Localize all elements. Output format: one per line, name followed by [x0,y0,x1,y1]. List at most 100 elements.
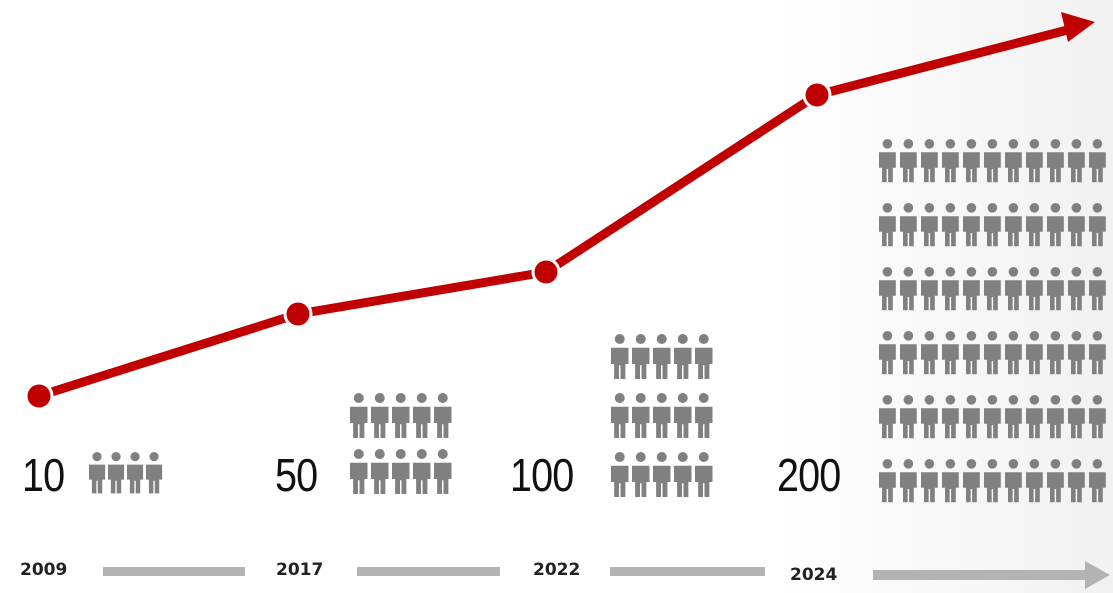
person-icon [653,452,671,497]
year-label-2022: 2022 [533,560,581,580]
person-icon [984,331,1001,375]
person-icon [984,267,1001,311]
person-icon [434,393,452,438]
count-label-2022: 100 [510,449,574,501]
data-point-2022 [531,257,561,287]
person-icon [921,139,938,183]
person-icon [984,139,1001,183]
timeline-arrow-head [1085,561,1110,589]
person-icon [1089,139,1106,183]
person-icon [1068,395,1085,439]
data-point-2009 [24,381,54,411]
person-icon [1089,459,1106,503]
person-icon [89,452,106,494]
person-icon [984,395,1001,439]
person-icon [963,331,980,375]
person-icon [963,267,980,311]
people-group-2017 [350,393,452,494]
growth-line [34,12,1095,401]
person-icon [984,203,1001,247]
person-icon [963,203,980,247]
person-icon [942,203,959,247]
person-icon [900,267,917,311]
person-icon [984,459,1001,503]
people-group-2024 [879,139,1106,503]
person-icon [942,395,959,439]
data-point-2024 [802,80,832,110]
person-icon [942,139,959,183]
person-icon [371,449,389,494]
timeline-segment [357,567,500,576]
person-icon [1047,331,1064,375]
person-icon [879,331,896,375]
count-label-2017: 50 [275,449,318,501]
person-icon [879,459,896,503]
person-icon [900,203,917,247]
timeline-arrow [873,561,1110,589]
person-icon [1047,139,1064,183]
person-icon [653,393,671,438]
person-icon [695,393,713,438]
person-icon [942,331,959,375]
person-icon [1026,203,1043,247]
person-icon [1026,459,1043,503]
person-icon [942,459,959,503]
growth-arrow-head [1061,12,1095,42]
person-icon [1005,203,1022,247]
person-icon [371,393,389,438]
person-icon [1026,267,1043,311]
person-icon [1089,395,1106,439]
person-icon [1089,331,1106,375]
person-icon [879,203,896,247]
person-icon [1047,459,1064,503]
person-icon [653,334,671,379]
person-icon [879,395,896,439]
person-icon [921,267,938,311]
person-icon [900,459,917,503]
person-icon [879,139,896,183]
person-icon [413,393,431,438]
person-icon [146,452,163,494]
person-icon [674,393,692,438]
person-icon [1005,331,1022,375]
person-icon [392,393,410,438]
person-icon [921,459,938,503]
person-icon [1068,139,1085,183]
person-icon [900,139,917,183]
person-icon [632,452,650,497]
timeline-segment [610,567,765,576]
person-icon [1047,395,1064,439]
people-group-2009 [89,452,163,494]
person-icon [350,393,368,438]
person-icon [434,449,452,494]
person-icon [1026,139,1043,183]
person-icon [963,459,980,503]
growth-line-path [34,23,1080,401]
timeline-arrow-shaft [873,570,1088,580]
timeline-segment [103,567,245,576]
person-icon [1005,139,1022,183]
person-icon [695,334,713,379]
person-icon [879,267,896,311]
person-icon [1068,459,1085,503]
person-icon [127,452,144,494]
person-icon [963,139,980,183]
person-icon [921,203,938,247]
person-icon [632,334,650,379]
person-icon [1005,459,1022,503]
year-label-2024: 2024 [790,565,838,585]
person-icon [1068,267,1085,311]
person-icon [1068,331,1085,375]
person-icon [611,452,629,497]
person-icon [921,331,938,375]
person-icon [611,334,629,379]
person-icon [942,267,959,311]
person-icon [674,452,692,497]
person-icon [413,449,431,494]
person-icon [1047,267,1064,311]
person-icon [1089,267,1106,311]
person-icon [1005,395,1022,439]
person-icon [392,449,410,494]
year-label-2017: 2017 [276,560,324,580]
person-icon [1089,203,1106,247]
